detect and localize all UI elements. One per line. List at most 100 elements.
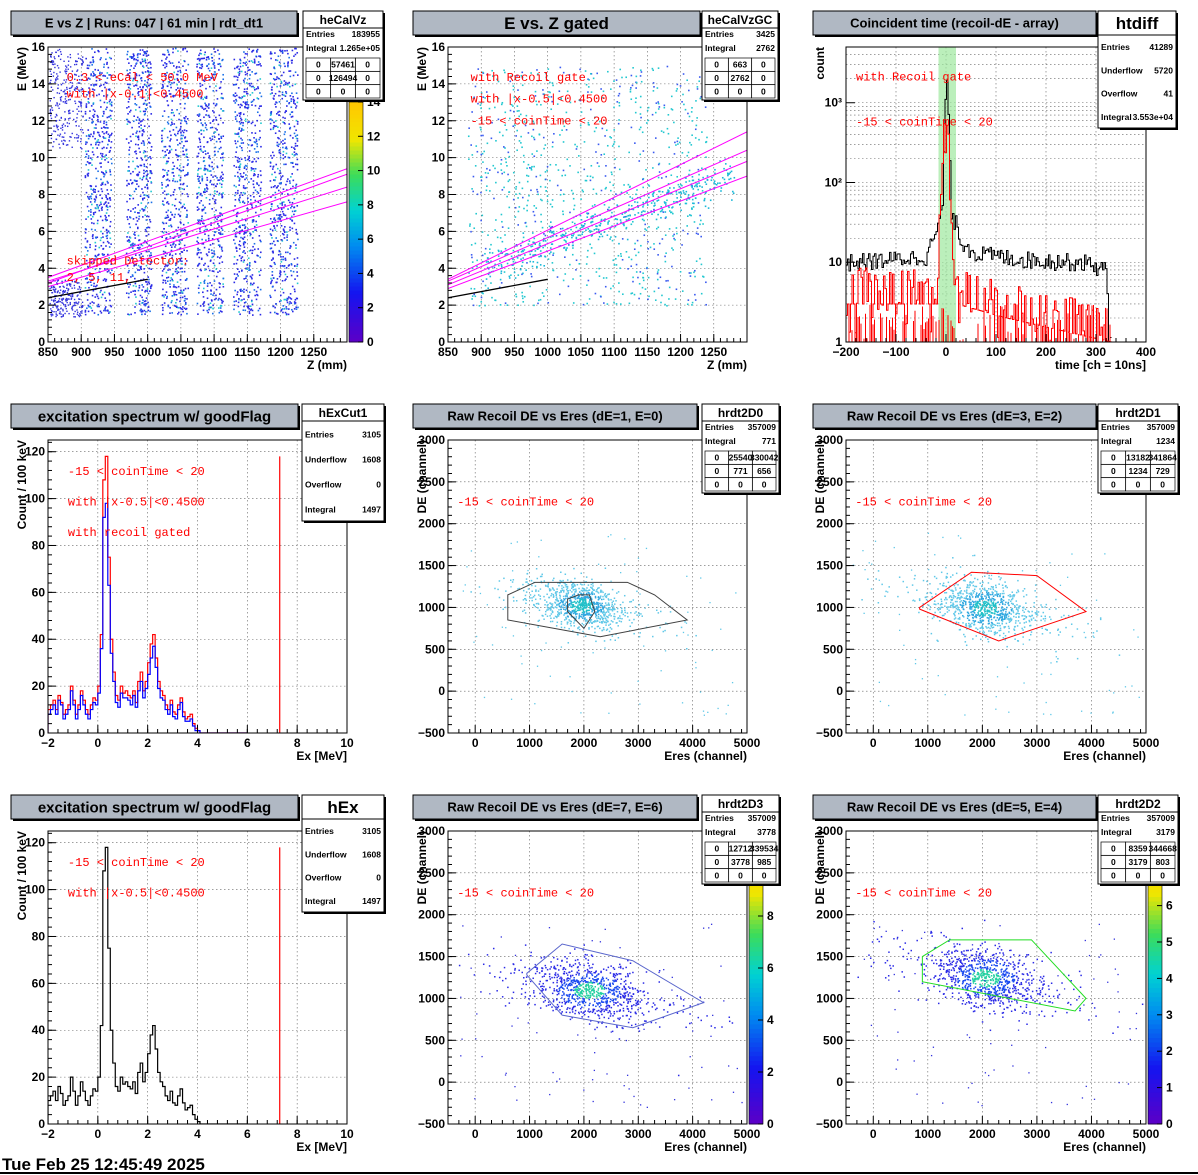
heatmap-cell [164,197,166,200]
heatmap-cell [295,244,297,246]
heatmap-cell [665,252,667,255]
heatmap-cell [139,164,142,167]
heatmap-cell [92,94,94,97]
heatmap-cell [504,71,506,74]
colorbar-band [349,178,363,183]
heatmap-cell [52,89,54,91]
heatmap-cell [125,118,128,121]
heatmap-cell [66,86,68,89]
heatmap-cell [206,187,208,189]
heatmap-cell [685,177,687,179]
heatmap-cell [245,267,247,270]
heatmap-cell [198,62,201,65]
heatmap-cell [89,201,92,203]
heatmap-cell [287,199,290,202]
heatmap-cell [55,305,57,308]
heatmap-cell [481,214,484,217]
heatmap-cell [96,295,99,298]
heatmap-cell [253,60,256,62]
heatmap-cell [168,93,171,95]
heatmap-cell [184,140,187,143]
heatmap-cell [648,185,651,187]
heatmap-cell [283,121,285,124]
heatmap-cell [95,79,98,82]
heatmap-cell [247,144,250,146]
heatmap-cell [700,219,702,222]
heatmap-cell [520,244,522,247]
heatmap-cell [178,208,180,211]
heatmap-cell [296,137,299,140]
heatmap-cell [95,94,98,97]
heatmap-cell [91,151,94,153]
heatmap-cell [108,246,111,248]
heatmap-cell [237,104,240,106]
heatmap-cell [186,277,188,280]
heatmap-cell [57,105,59,107]
heatmap-cell [165,154,167,156]
heatmap-cell [543,147,545,150]
heatmap-cell [144,228,147,231]
heatmap-cell [196,265,199,267]
heatmap-cell [146,281,148,283]
heatmap-cell [610,189,612,192]
heatmap-cell [601,127,604,130]
heatmap-cell [64,312,66,315]
heatmap-cell [619,85,621,88]
heatmap-cell [131,126,133,129]
heatmap-cell [637,276,639,279]
heatmap-cell [204,153,207,155]
heatmap-cell [246,264,249,266]
heatmap-cell [517,224,519,226]
heatmap-cell [269,128,272,131]
heatmap-cell [664,255,666,258]
heatmap-cell [198,291,200,294]
heatmap-cell [129,69,131,71]
heatmap-cell [86,205,89,208]
heatmap-cell [616,205,619,207]
heatmap-cell [220,183,223,186]
heatmap-cell [199,129,202,132]
heatmap-cell [196,114,199,116]
heatmap-cell [245,61,248,63]
heatmap-cell [142,176,144,179]
heatmap-cell [490,137,493,140]
heatmap-cell [235,262,238,265]
heatmap-cell [291,201,294,204]
heatmap-cell [210,174,213,176]
heatmap-cell [62,308,64,311]
heatmap-cell [202,287,205,290]
heatmap-cell [143,150,146,152]
y-tick-label: 12 [32,114,46,128]
heatmap-cell [200,257,203,260]
heatmap-cell [108,270,110,272]
heatmap-cell [88,210,90,212]
heatmap-cell [244,101,247,104]
heatmap-cell [106,51,109,54]
heatmap-cell [216,98,219,100]
heatmap-cell [666,127,669,130]
heatmap-cell [259,313,262,316]
heatmap-cell [199,119,202,121]
heatmap-cell [90,284,93,287]
heatmap-cell [250,85,253,88]
heatmap-cell [233,308,235,311]
heatmap-cell [170,301,173,304]
heatmap-cell [57,308,59,310]
colorbar-band [349,150,363,155]
heatmap-cell [697,178,700,181]
colorbar-band [349,158,363,163]
heatmap-cell [96,305,99,308]
heatmap-cell [140,265,142,268]
heatmap-cell [700,235,702,238]
heatmap-cell [74,316,76,318]
heatmap-cell [140,63,142,65]
heatmap-cell [105,235,108,238]
heatmap-cell [200,67,203,70]
heatmap-cell [531,265,534,268]
heatmap-cell [174,286,176,288]
heatmap-cell [627,214,630,217]
heatmap-cell [219,293,221,295]
heatmap-cell [211,161,213,164]
heatmap-cell [82,93,84,95]
heatmap-cell [221,214,224,217]
